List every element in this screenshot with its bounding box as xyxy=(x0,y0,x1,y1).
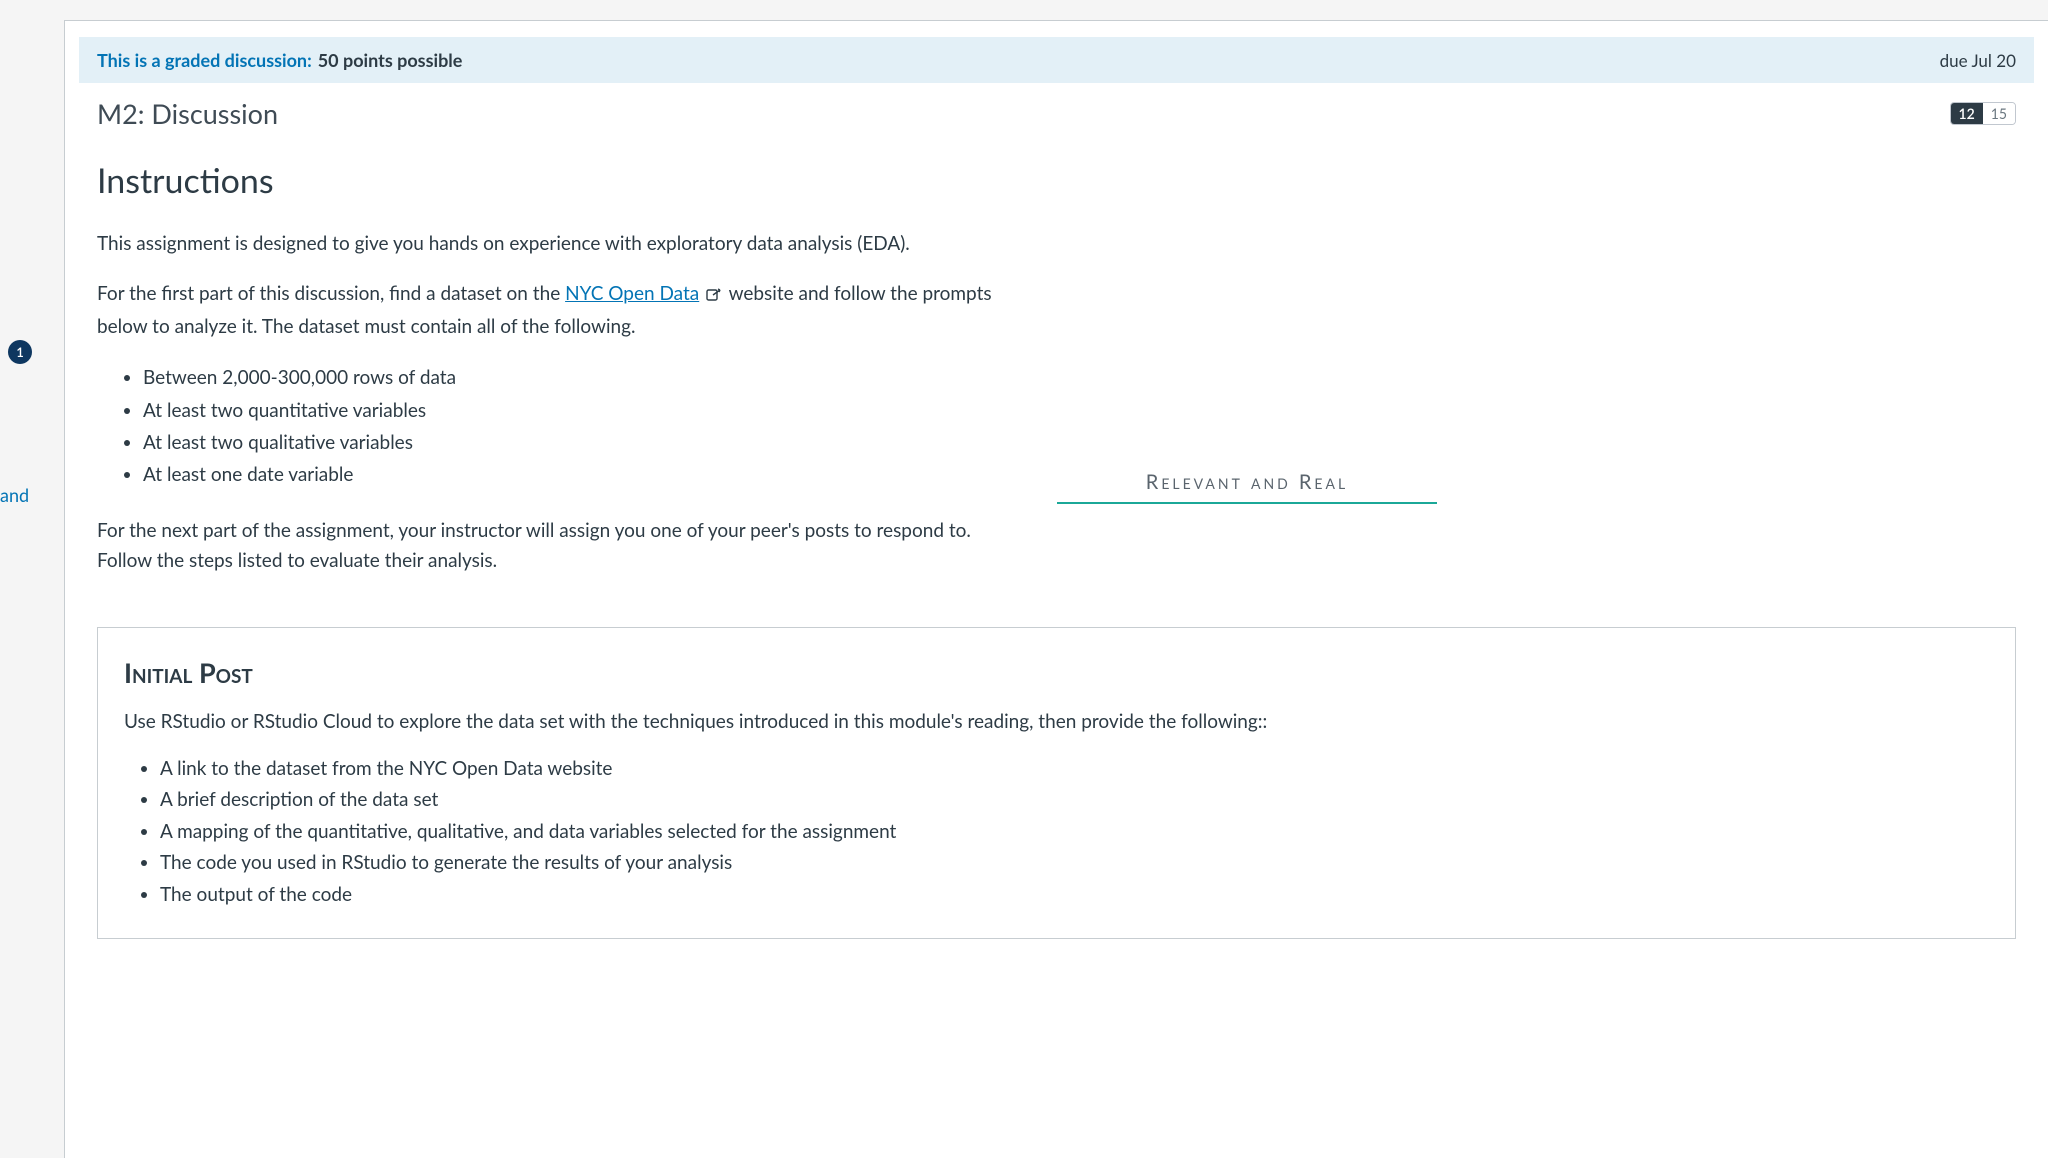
initial-post-heading: Initial Post xyxy=(124,656,1989,689)
discussion-banner: This is a graded discussion: 50 points p… xyxy=(79,37,2034,83)
page-wrapper: 1 and This is a graded discussion: 50 po… xyxy=(0,0,2048,1158)
initial-post-item: A mapping of the quantitative, qualitati… xyxy=(160,816,1989,847)
external-link-icon xyxy=(706,281,722,311)
instructions-heading: Instructions xyxy=(97,160,1027,201)
banner-due-label: due Jul 20 xyxy=(1940,50,2016,71)
initial-post-item: The code you used in RStudio to generate… xyxy=(160,847,1989,878)
requirements-list: Between 2,000-300,000 rows of data At le… xyxy=(97,362,1027,492)
initial-post-item: A brief description of the data set xyxy=(160,784,1989,815)
title-row: M2: Discussion 12 15 xyxy=(79,83,2034,140)
initial-post-item: The output of the code xyxy=(160,879,1989,910)
content-body: Instructions This assignment is designed… xyxy=(79,140,2034,969)
reply-unread-count: 12 xyxy=(1951,103,1983,124)
relevant-title: Relevant and Real xyxy=(1057,470,1437,504)
initial-post-box: Initial Post Use RStudio or RStudio Clou… xyxy=(97,627,2016,940)
instruction-para-2: For the first part of this discussion, f… xyxy=(97,279,1017,342)
banner-points-label: 50 points possible xyxy=(318,49,463,71)
instruction-para-1: This assignment is designed to give you … xyxy=(97,229,1017,259)
reply-total-count: 15 xyxy=(1983,103,2015,124)
banner-left: This is a graded discussion: 50 points p… xyxy=(97,49,462,71)
requirement-item: At least two qualitative variables xyxy=(143,427,1027,459)
nav-link-fragment[interactable]: and xyxy=(0,484,29,506)
nav-notification-badge[interactable]: 1 xyxy=(8,340,32,364)
para2-pre: For the first part of this discussion, f… xyxy=(97,282,565,305)
banner-graded-label: This is a graded discussion: xyxy=(97,49,312,71)
content-with-sidebar: Instructions This assignment is designed… xyxy=(97,160,2016,597)
content-main-column: Instructions This assignment is designed… xyxy=(97,160,1027,597)
requirement-item: Between 2,000-300,000 rows of data xyxy=(143,362,1027,394)
requirement-item: At least one date variable xyxy=(143,459,1027,491)
initial-post-item: A link to the dataset from the NYC Open … xyxy=(160,753,1989,784)
instruction-para-3: For the next part of the assignment, you… xyxy=(97,516,1017,577)
main-content: This is a graded discussion: 50 points p… xyxy=(64,20,2048,1158)
reply-counter[interactable]: 12 15 xyxy=(1950,102,2017,125)
nyc-open-data-link[interactable]: NYC Open Data xyxy=(565,282,699,305)
discussion-title: M2: Discussion xyxy=(97,97,278,130)
initial-post-list: A link to the dataset from the NYC Open … xyxy=(124,753,1989,910)
left-nav: 1 and xyxy=(0,0,64,1158)
relevant-sidebar: Relevant and Real xyxy=(1057,470,1437,504)
initial-post-intro: Use RStudio or RStudio Cloud to explore … xyxy=(124,707,1989,737)
requirement-item: At least two quantitative variables xyxy=(143,395,1027,427)
